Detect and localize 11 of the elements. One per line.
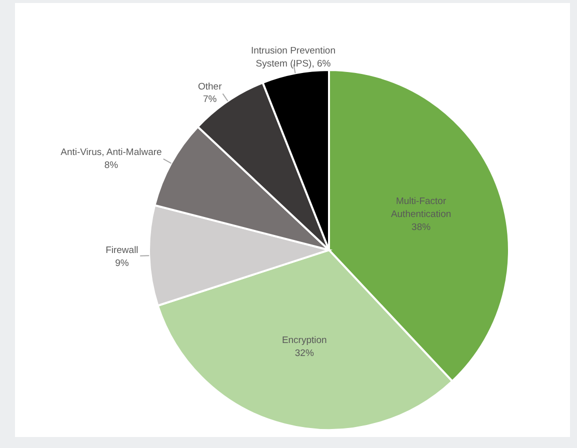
slice-label: Anti-Virus, Anti-Malware [60, 147, 162, 158]
slice-label: Other [198, 81, 222, 92]
data-label: 9% [115, 258, 130, 269]
slice-label: Encryption [282, 334, 327, 346]
slice-label: Firewall [106, 245, 138, 256]
data-label: 8% [104, 160, 119, 171]
data-label: 38% [412, 222, 432, 233]
data-label: 32% [294, 348, 314, 359]
data-label: 7% [203, 94, 218, 106]
slice-label: Intrusion Prevention System (IPS), 6% [251, 46, 336, 70]
slice-label: Multi-Factor Authentication [390, 196, 452, 220]
